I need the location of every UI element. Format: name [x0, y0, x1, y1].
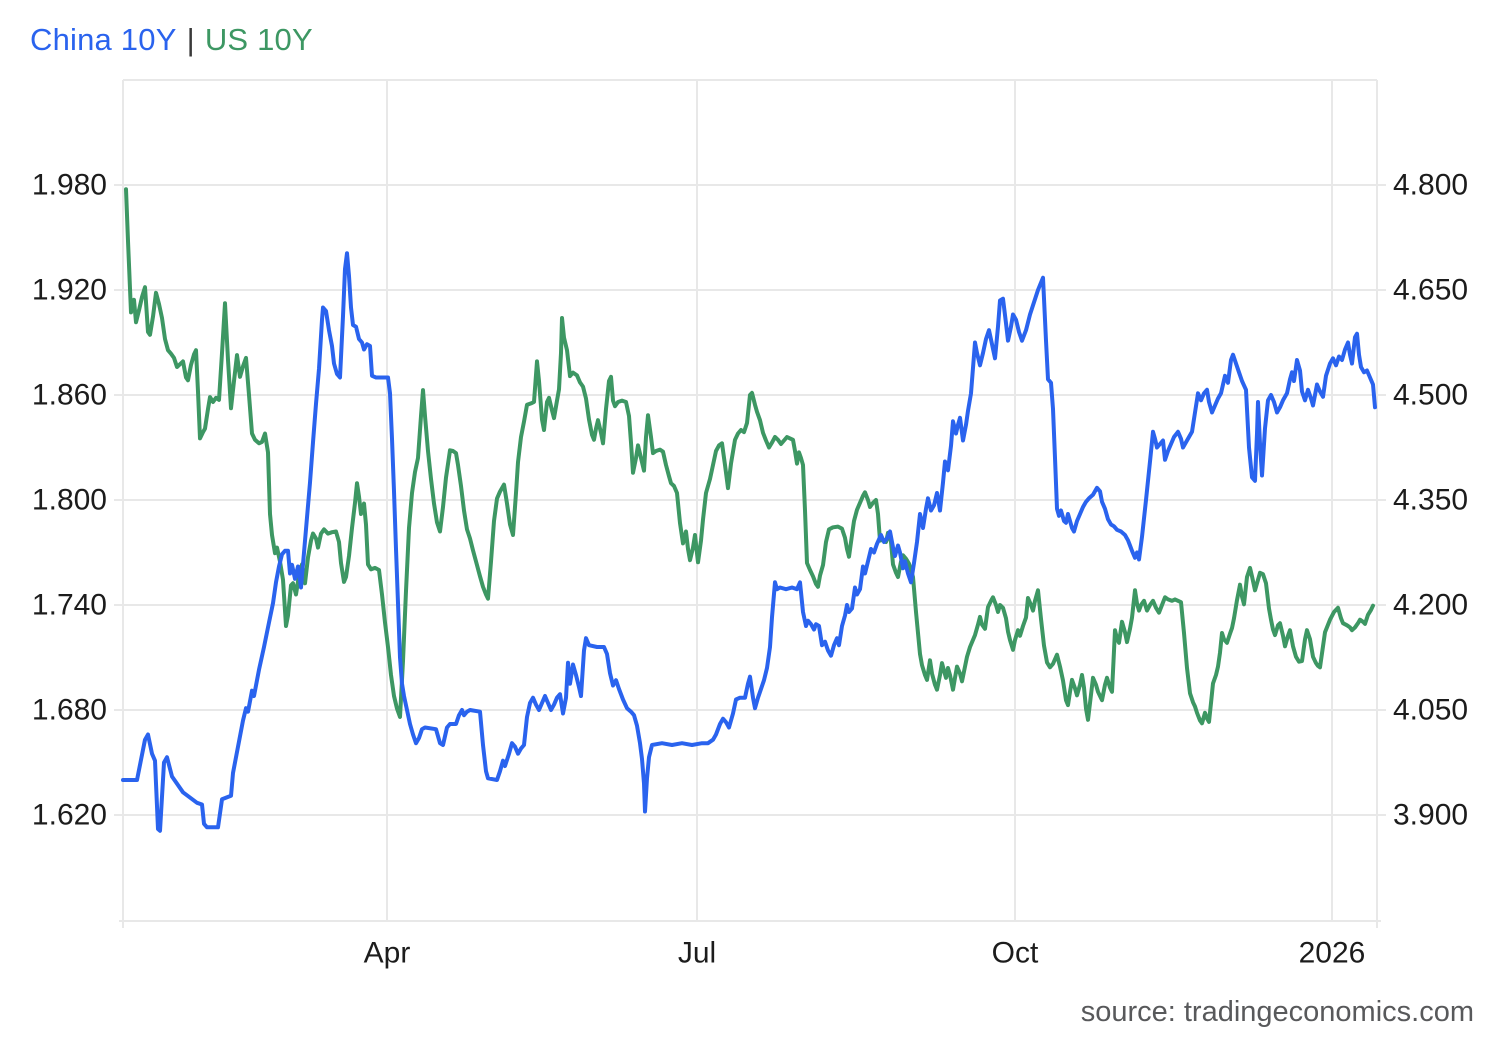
y-axis-label-right: 4.500 [1393, 379, 1468, 412]
y-axis-label-right: 4.050 [1393, 694, 1468, 727]
x-axis-label: 2026 [1299, 937, 1366, 970]
y-axis-label-left: 1.920 [32, 274, 107, 307]
series-line-china-10y[interactable] [121, 251, 1377, 833]
chart-legend: China 10Y | US 10Y [30, 22, 313, 58]
x-axis-label: Oct [992, 937, 1039, 970]
legend-item-us-10y[interactable]: US 10Y [204, 22, 313, 57]
series-line-us-10y[interactable] [124, 187, 1375, 726]
y-axis-label-left: 1.980 [32, 169, 107, 202]
y-axis-label-right: 4.200 [1393, 589, 1468, 622]
y-axis-label-left: 1.860 [32, 379, 107, 412]
y-axis-label-left: 1.620 [32, 799, 107, 832]
legend-item-china-10y[interactable]: China 10Y [30, 22, 177, 57]
y-axis-label-left: 1.740 [32, 589, 107, 622]
legend-separator: | [186, 22, 195, 57]
y-axis-label-right: 4.650 [1393, 274, 1468, 307]
y-axis-label-right: 4.350 [1393, 484, 1468, 517]
x-axis-label: Apr [364, 937, 411, 970]
y-axis-label-right: 4.800 [1393, 169, 1468, 202]
y-axis-label-left: 1.680 [32, 694, 107, 727]
y-axis-label-left: 1.800 [32, 484, 107, 517]
x-axis-label: Jul [678, 937, 716, 970]
y-axis-label-right: 3.900 [1393, 799, 1468, 832]
source-attribution: source: tradingeconomics.com [1080, 996, 1474, 1028]
